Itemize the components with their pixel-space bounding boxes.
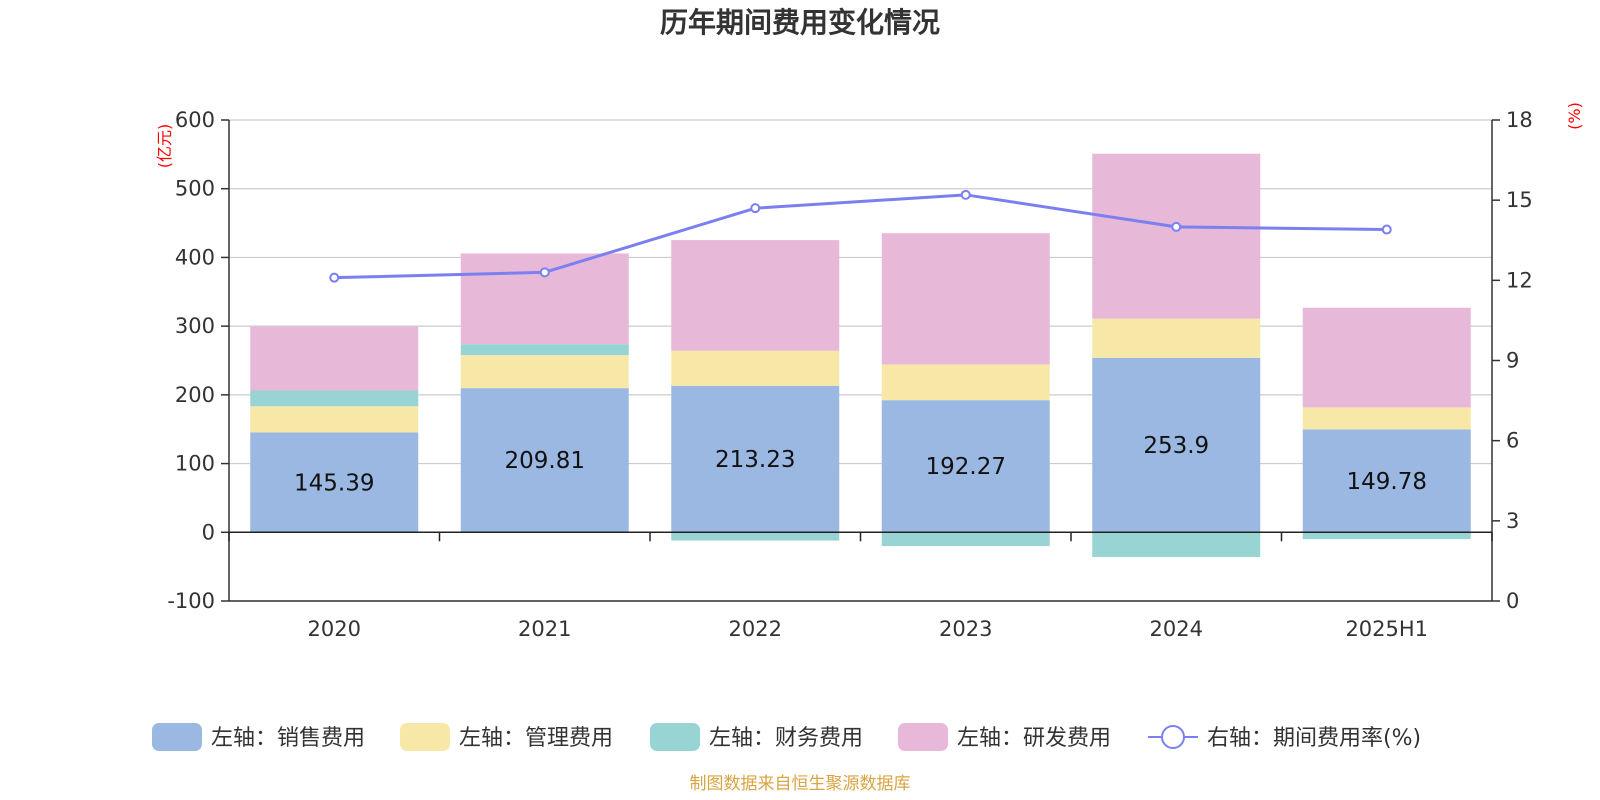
data-label: 149.78 [1347,469,1427,495]
left-axis-unit: (亿元) [155,124,174,169]
bar-segment [881,400,1050,533]
bar-segment [250,406,419,433]
bar-segment [1092,357,1261,533]
right-tick-label: 6 [1506,429,1519,453]
x-tick-label: 2021 [518,617,571,641]
rate-line [329,189,1392,283]
left-tick-label: 400 [175,245,215,269]
data-label: 145.39 [294,470,374,496]
bar-segment [881,532,1050,547]
legend-label: 左轴：财务费用 [709,726,863,751]
data-label: 209.81 [505,448,585,474]
bar-segment [671,240,840,351]
bar-segment [1302,307,1471,408]
right-tick-label: 18 [1506,108,1533,132]
bars [250,153,1471,558]
legend-swatch [400,723,450,751]
x-tick-label: 2022 [729,617,782,641]
rate-point [1381,224,1392,235]
legend-swatch [650,723,700,751]
bar-segment [250,390,419,407]
rate-point [329,272,340,283]
left-tick-label: 200 [175,383,215,407]
legend-marker [1161,725,1185,749]
x-tick-label: 2024 [1150,617,1203,641]
gridlines [229,119,1492,602]
left-tick-label: 100 [175,452,215,476]
x-tick-label: 2025H1 [1345,617,1428,641]
bar-segment [250,432,419,533]
bar-segment [671,350,840,386]
bar-segment [1092,318,1261,358]
left-tick-label: 300 [175,314,215,338]
right-tick-label: 15 [1506,188,1533,212]
bar-segment [671,532,840,541]
right-tick-label: 12 [1506,268,1533,292]
legend-label: 左轴：销售费用 [211,726,365,751]
bar-segment [881,364,1050,401]
x-tick-label: 2020 [308,617,361,641]
legend-label: 左轴：研发费用 [957,726,1111,751]
bar-segment [460,344,629,356]
legend: 左轴：销售费用 左轴：管理费用 左轴：财务费用 左轴：研发费用 右轴：期间费用率(%) [152,723,1421,751]
bar-segment [460,388,629,533]
right-tick-label: 3 [1506,509,1519,533]
right-tick-label: 0 [1506,589,1519,613]
source-note: 制图数据来自恒生聚源数据库 [690,774,911,794]
rate-line-path [334,193,1387,280]
x-tick-label: 2023 [939,617,992,641]
data-label: 253.9 [1143,433,1209,459]
bar-segment [1302,429,1471,533]
left-tick-label: 500 [175,177,215,201]
bar-segment [1302,532,1471,540]
rate-point [539,267,550,278]
data-label: 213.23 [715,447,795,473]
left-tick-label: 600 [175,108,215,132]
bar-segment [881,233,1050,365]
left-tick-label: -100 [167,589,215,613]
legend-swatch [152,723,202,751]
bar-segment [671,385,840,533]
rate-point [960,189,971,200]
chart-title: 历年期间费用变化情况 [660,6,940,39]
rate-point [750,203,761,214]
bar-segment [460,355,629,389]
right-axis-unit: (%) [1565,102,1584,130]
left-tick-label: 0 [202,520,215,544]
axes: 600 500 400 300 200 100 0 -100 18 15 12 9 6 3 0 2020 202… [167,108,1532,641]
rate-point [1171,221,1182,232]
bar-segment [1092,153,1261,319]
legend-label: 右轴：期间费用率(%) [1207,726,1421,751]
bar-segment [1092,532,1261,558]
right-tick-label: 9 [1506,349,1519,373]
legend-label: 左轴：管理费用 [459,726,613,751]
data-label: 192.27 [926,454,1006,480]
bar-segment [250,326,419,391]
legend-swatch [898,723,948,751]
bar-segment [460,253,629,345]
data-labels: 145.39 209.81 213.23 192.27 253.9 149.78 [294,433,1427,496]
bar-segment [1302,407,1471,430]
